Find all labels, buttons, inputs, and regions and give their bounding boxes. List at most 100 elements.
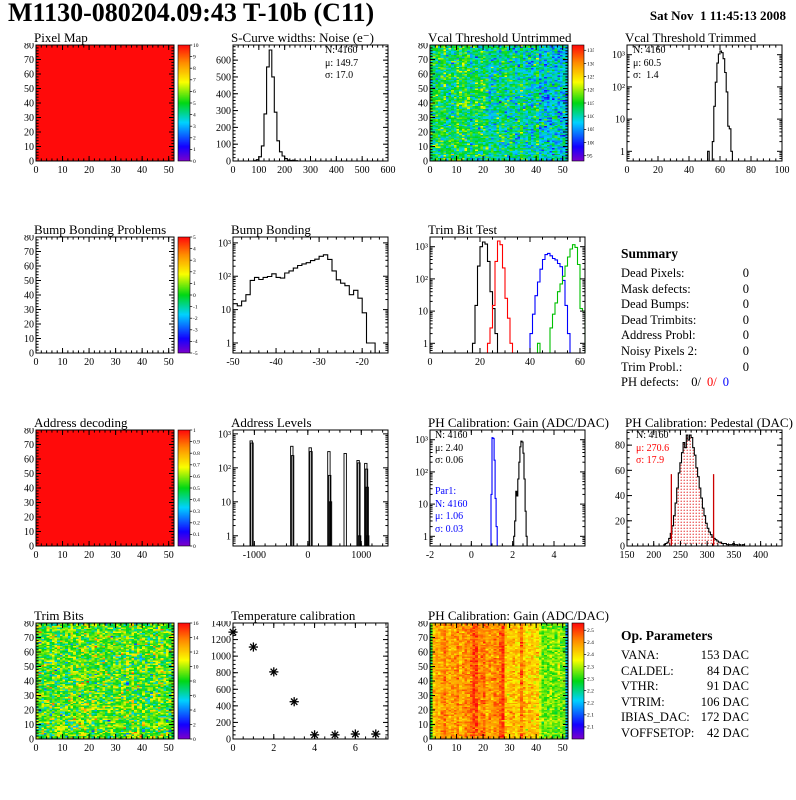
svg-text:0: 0 <box>29 157 34 168</box>
summary-row: Dead Bumps: 0 <box>621 297 749 313</box>
panel-trim-bits: Trim Bits 0 10 20 30 40 50 0 10 20 30 40 50 60 70 80 16… <box>8 608 201 800</box>
svg-text:30: 30 <box>505 743 515 754</box>
panel-ph-pedestal: PH Calibration: Pedestal (DAC) 150 200 250… <box>599 415 793 607</box>
panel-title: PH Calibration: Gain (ADC/DAC) <box>428 415 609 430</box>
svg-text:1: 1 <box>226 338 231 349</box>
svg-text:10³: 10³ <box>415 242 428 253</box>
svg-text:400: 400 <box>216 701 231 712</box>
svg-text:10: 10 <box>193 664 199 670</box>
svg-text:10: 10 <box>58 165 68 176</box>
panel-summary: Summary Dead Pixels: 0 Mask defects: 0 Dea… <box>599 222 792 414</box>
panel-scurve-noise: S-Curve widths: Noise (e⁻) 0 100 200 300 400… <box>205 30 398 222</box>
svg-text:10: 10 <box>452 165 462 176</box>
svg-text:0.1: 0.1 <box>193 532 200 538</box>
svg-text:1000: 1000 <box>211 652 231 663</box>
svg-text:0: 0 <box>34 743 39 754</box>
svg-text:10: 10 <box>221 497 231 508</box>
svg-text:200: 200 <box>646 550 661 561</box>
svg-text:10³: 10³ <box>612 50 625 61</box>
stats-box: N: 4160 μ: 149.7 σ: 17.0 <box>325 45 358 83</box>
summary-value: 0 <box>742 359 749 374</box>
timestamp: Sat Nov 1 11:45:13 2008 <box>649 8 786 23</box>
svg-text:60: 60 <box>615 466 625 477</box>
svg-text:50: 50 <box>24 84 34 95</box>
svg-text:100: 100 <box>216 140 231 151</box>
svg-text:8: 8 <box>193 679 196 685</box>
svg-text:-1: -1 <box>193 304 198 310</box>
svg-text:12: 12 <box>193 650 199 656</box>
svg-text:10: 10 <box>24 527 34 538</box>
svg-text:20: 20 <box>418 128 428 139</box>
svg-text:40: 40 <box>531 743 541 754</box>
svg-text:10²: 10² <box>612 82 625 93</box>
svg-text:80: 80 <box>24 428 34 437</box>
svg-text:9: 9 <box>193 54 196 60</box>
summary-value: 0 <box>742 297 749 312</box>
svg-text:60: 60 <box>24 262 34 273</box>
svg-text:2.35: 2.35 <box>587 664 594 670</box>
address-decoding-plot: 0 10 20 30 40 50 0 10 20 30 40 50 60 70 80 1 0.9 0.8 0.7 0.… <box>8 426 200 570</box>
svg-text:30: 30 <box>111 165 121 176</box>
svg-text:50: 50 <box>164 550 174 561</box>
svg-text:40: 40 <box>418 99 428 110</box>
ph-defect-black: 0/ <box>691 375 702 390</box>
trim-bit-test-plot: 0 20 40 60 1 10 10² 10³ <box>402 235 594 377</box>
svg-text:70: 70 <box>24 633 34 644</box>
stat-mean: μ: 2.40 <box>435 442 464 454</box>
svg-text:135: 135 <box>587 48 594 54</box>
op-parameter-row: VANA: 153 DAC <box>621 648 749 664</box>
svg-text:20: 20 <box>615 516 625 527</box>
summary-label: Address Probl: <box>621 328 696 343</box>
svg-text:4: 4 <box>193 708 196 714</box>
svg-text:10³: 10³ <box>415 435 428 446</box>
summary-value: 0 <box>742 266 749 280</box>
svg-text:10: 10 <box>418 307 428 318</box>
svg-text:0.3: 0.3 <box>193 509 200 515</box>
svg-text:0: 0 <box>469 550 474 561</box>
svg-text:80: 80 <box>24 621 34 630</box>
svg-text:0: 0 <box>29 542 34 553</box>
svg-text:-5: -5 <box>193 351 198 357</box>
panel-title: Bump Bonding <box>231 222 311 237</box>
svg-text:6: 6 <box>353 743 358 754</box>
svg-text:10: 10 <box>418 142 428 153</box>
svg-text:50: 50 <box>418 84 428 95</box>
svg-text:-50: -50 <box>226 357 239 368</box>
bump-bonding-plot: -50 -40 -30 -20 1 10 10² 10³ <box>205 235 397 377</box>
svg-text:40: 40 <box>525 357 535 368</box>
panel-ph-gain-hist: PH Calibration: Gain (ADC/DAC) -2 0 2 4 1 10 1… <box>402 415 609 607</box>
svg-text:2: 2 <box>193 270 196 276</box>
panel-ph-gain-map: PH Calibration: Gain (ADC/DAC) 0 10 20 30 40… <box>402 608 609 800</box>
svg-text:20: 20 <box>84 550 94 561</box>
summary-row: Noisy Pixels 2: 0 <box>621 344 749 360</box>
op-parameter-value: 91 DAC <box>706 679 749 694</box>
svg-text:1000: 1000 <box>351 550 371 561</box>
summary-value: 0 <box>742 343 749 358</box>
svg-text:10²: 10² <box>218 272 231 283</box>
svg-text:200: 200 <box>216 718 231 729</box>
svg-text:40: 40 <box>684 165 694 176</box>
ph-defect-blue: 0 <box>722 375 729 390</box>
svg-text:50: 50 <box>164 743 174 754</box>
svg-text:20: 20 <box>475 357 485 368</box>
svg-text:1: 1 <box>193 281 196 287</box>
svg-text:10: 10 <box>58 743 68 754</box>
stat-sigma: σ: 17.0 <box>325 70 354 81</box>
summary-label: Mask defects: <box>621 281 691 296</box>
summary-row: Address Probl: 0 <box>621 328 749 344</box>
panel-title: Trim Bits <box>34 608 84 623</box>
svg-text:60: 60 <box>418 648 428 659</box>
svg-text:80: 80 <box>746 165 756 176</box>
svg-text:60: 60 <box>24 70 34 81</box>
stat-entries: N: 4160 <box>636 430 669 441</box>
summary-label: PH defects: <box>621 375 679 390</box>
svg-text:80: 80 <box>615 441 625 452</box>
svg-text:100: 100 <box>251 165 266 176</box>
svg-text:130: 130 <box>587 61 594 67</box>
svg-text:300: 300 <box>303 165 318 176</box>
svg-text:-30: -30 <box>312 357 325 368</box>
svg-text:0: 0 <box>423 157 428 168</box>
panel-vcal-untrimmed: Vcal Threshold Untrimmed 0 10 20 30 40 50 0 10 2… <box>402 30 596 222</box>
svg-text:70: 70 <box>24 247 34 258</box>
svg-text:3: 3 <box>193 258 196 264</box>
